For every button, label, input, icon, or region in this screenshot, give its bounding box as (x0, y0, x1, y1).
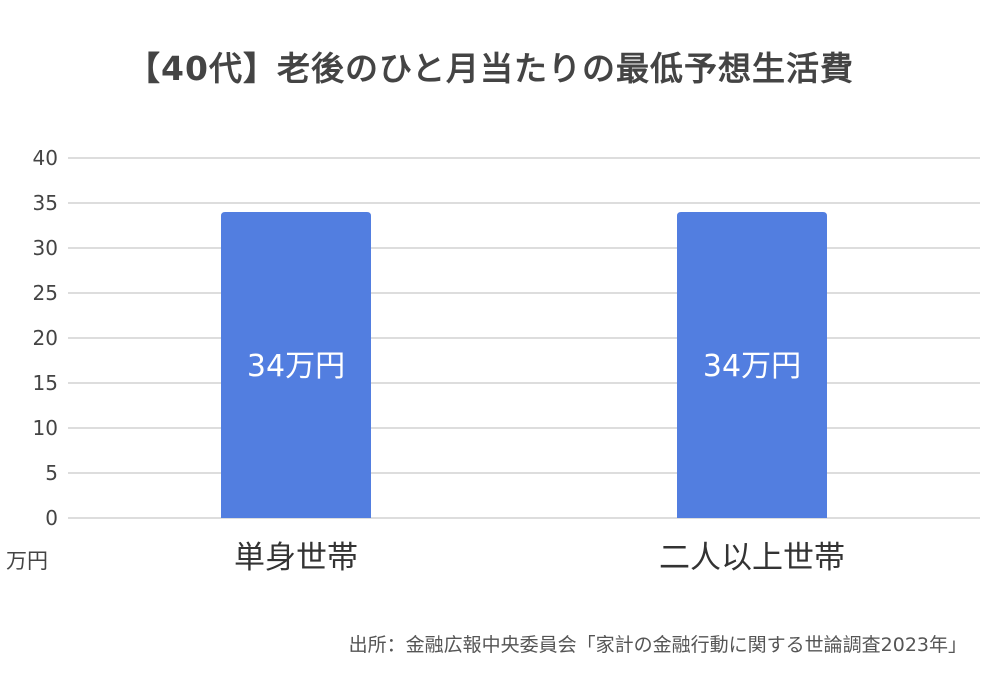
x-category-label: 二人以上世帯 (659, 540, 845, 576)
data-label: 34万円 (247, 349, 345, 384)
y-tick-label: 20 (33, 326, 58, 350)
bar (677, 212, 827, 518)
y-tick-label: 10 (33, 416, 58, 440)
y-tick-label: 15 (33, 371, 58, 395)
y-tick-label: 25 (33, 281, 58, 305)
x-category-label: 単身世帯 (234, 540, 358, 576)
y-tick-label: 0 (45, 506, 58, 530)
y-tick-label: 30 (33, 236, 58, 260)
y-tick-label: 5 (45, 461, 58, 485)
source-note: 出所：金融広報中央委員会「家計の金融行動に関する世論調査2023年」 (348, 634, 967, 656)
chart-title: 【40代】老後のひと月当たりの最低予想生活費 (127, 49, 854, 88)
bar (221, 212, 371, 518)
y-tick-label: 35 (33, 191, 58, 215)
y-tick-label: 40 (33, 146, 58, 170)
data-label: 34万円 (703, 349, 801, 384)
y-axis-unit-label: 万円 (6, 549, 48, 573)
